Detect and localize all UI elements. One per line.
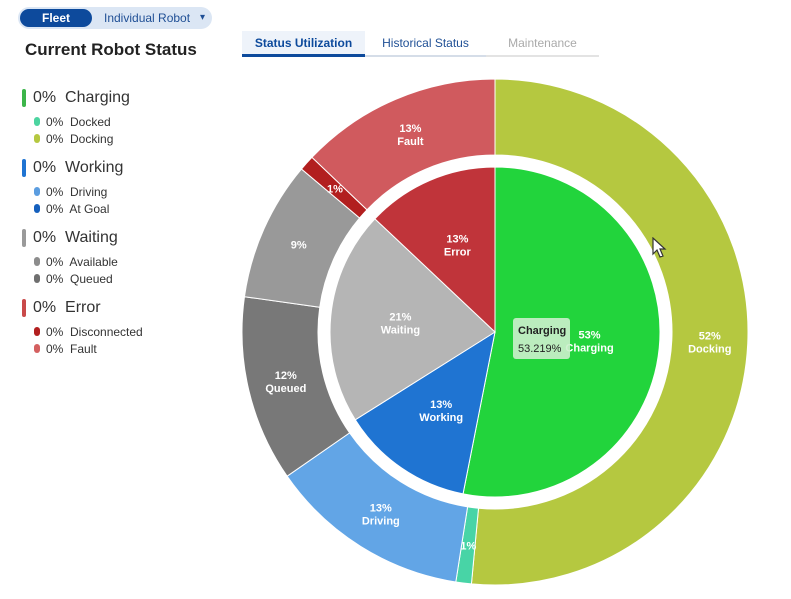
- legend-group-header: 0% Error: [22, 298, 232, 318]
- legend-item-label: 0% Available: [46, 254, 118, 269]
- legend-swatch: [34, 204, 40, 213]
- legend-item-label: 0% Docked: [46, 114, 111, 129]
- chart-tooltip: Charging 53.219%: [513, 318, 570, 359]
- legend-color-bar: [22, 89, 26, 107]
- legend-swatch: [34, 257, 40, 266]
- legend-item: 0% Driving: [22, 183, 232, 200]
- legend-item: 0% At Goal: [22, 200, 232, 217]
- legend-group: 0% Charging 0% Docked 0% Docking: [22, 88, 232, 147]
- legend-item: 0% Fault: [22, 340, 232, 357]
- inner-slice-working[interactable]: [354, 330, 496, 495]
- inner-label-charging: 53% Charging: [565, 330, 613, 355]
- legend-group: 0% Working 0% Driving 0% At Goal: [22, 158, 232, 217]
- chevron-down-icon[interactable]: ▾: [199, 12, 205, 23]
- inner-label-working: 13% Working: [419, 399, 463, 424]
- legend-swatch: [34, 134, 40, 143]
- inner-slice-waiting[interactable]: [329, 218, 496, 421]
- status-legend: 0% Charging 0% Docked 0% Docking 0% Working…: [22, 88, 232, 368]
- tab-maintenance[interactable]: Maintenance: [486, 31, 599, 57]
- outer-slice-fault[interactable]: [311, 78, 496, 211]
- outer-label-docking: 52% Docking: [688, 331, 731, 356]
- outer-label-fault: 13% Fault: [397, 123, 424, 148]
- legend-item: 0% Docked: [22, 113, 232, 130]
- legend-swatch: [34, 274, 40, 283]
- mouse-cursor-icon: [652, 237, 667, 258]
- legend-swatch: [34, 187, 40, 196]
- legend-color-bar: [22, 159, 26, 177]
- tab-status-utilization[interactable]: Status Utilization: [242, 31, 365, 57]
- inner-label-waiting: 21% Waiting: [381, 311, 420, 336]
- tab-historical-status[interactable]: Historical Status: [365, 31, 486, 57]
- outer-label-available: 9%: [291, 239, 307, 251]
- legend-color-bar: [22, 229, 26, 247]
- legend-item: 0% Docking: [22, 130, 232, 147]
- legend-group-header: 0% Working: [22, 158, 232, 178]
- legend-item-label: 0% At Goal: [46, 201, 110, 216]
- legend-color-bar: [22, 299, 26, 317]
- legend-item-label: 0% Fault: [46, 341, 97, 356]
- legend-item-label: 0% Driving: [46, 184, 108, 199]
- legend-group-header: 0% Waiting: [22, 228, 232, 248]
- legend-group-label: 0% Working: [33, 159, 124, 176]
- fleet-toggle-option[interactable]: Fleet: [20, 9, 92, 27]
- outer-label-driving: 13% Driving: [362, 503, 400, 528]
- legend-item-label: 0% Queued: [46, 271, 113, 286]
- chart-tabs: Status Utilization Historical Status Mai…: [242, 31, 599, 57]
- legend-group-label: 0% Waiting: [33, 229, 118, 246]
- legend-item-label: 0% Disconnected: [46, 324, 143, 339]
- tooltip-value: 53.219%: [518, 343, 562, 355]
- legend-group-label: 0% Charging: [33, 89, 130, 106]
- inner-slice-error[interactable]: [374, 166, 496, 334]
- legend-group: 0% Waiting 0% Available 0% Queued: [22, 228, 232, 287]
- individual-robot-option[interactable]: Individual Robot: [104, 11, 191, 25]
- outer-slice-docking[interactable]: [470, 78, 749, 586]
- tooltip-title: Charging: [518, 325, 566, 337]
- page-title: Current Robot Status: [25, 40, 197, 59]
- status-donut-chart[interactable]: 52% Docking 1% 13% Driving 12% Queued 9% 1% 13% Fa…: [232, 70, 772, 599]
- legend-item-label: 0% Docking: [46, 131, 114, 146]
- legend-swatch: [34, 117, 40, 126]
- legend-item: 0% Disconnected: [22, 323, 232, 340]
- tooltip-box: [513, 318, 570, 359]
- outer-label-docked: 1%: [460, 540, 476, 552]
- fleet-individual-toggle[interactable]: Fleet Individual Robot ▾: [18, 7, 212, 29]
- legend-item: 0% Queued: [22, 270, 232, 287]
- outer-label-disconnected: 1%: [327, 183, 343, 195]
- legend-item: 0% Available: [22, 253, 232, 270]
- legend-group: 0% Error 0% Disconnected 0% Fault: [22, 298, 232, 357]
- legend-swatch: [34, 327, 40, 336]
- inner-label-error: 13% Error: [444, 233, 472, 258]
- legend-group-label: 0% Error: [33, 299, 101, 316]
- legend-group-header: 0% Charging: [22, 88, 232, 108]
- legend-swatch: [34, 344, 40, 353]
- outer-label-queued: 12% Queued: [265, 370, 306, 395]
